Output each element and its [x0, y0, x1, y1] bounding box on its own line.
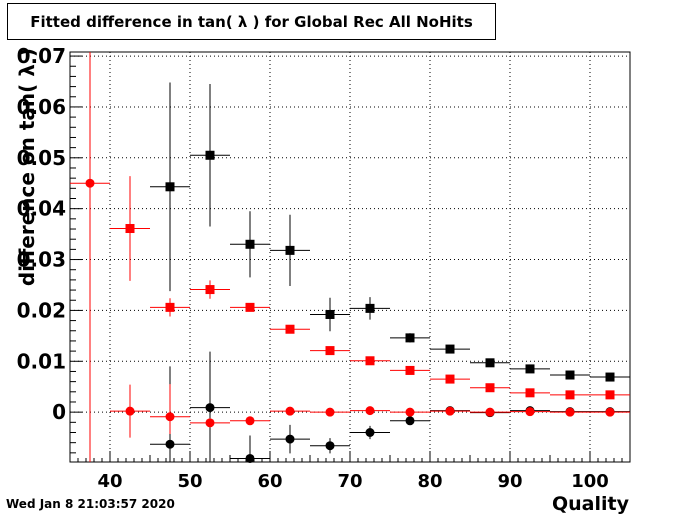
data-point	[325, 441, 335, 451]
data-point	[285, 434, 295, 444]
x-tick-label: 80	[417, 471, 442, 492]
data-point	[165, 182, 175, 192]
data-point	[605, 390, 615, 400]
x-tick-label: 100	[571, 471, 609, 492]
data-point	[125, 224, 135, 234]
data-point	[445, 374, 455, 384]
datestamp: Wed Jan 8 21:03:57 2020	[6, 497, 175, 511]
data-point	[205, 403, 215, 413]
data-point	[285, 245, 295, 255]
data-point	[445, 406, 455, 416]
x-tick-label: 60	[257, 471, 282, 492]
data-point	[485, 383, 495, 393]
x-tick-label: 40	[97, 471, 122, 492]
data-point	[485, 407, 495, 417]
axes: 40 50 60 70 80 90 100 0 0.01 0.02 0.03 0.04 0.05 0.06…	[17, 44, 631, 492]
series-3	[150, 351, 630, 463]
data-point	[405, 416, 415, 426]
data-point	[245, 302, 255, 312]
data-point	[405, 365, 415, 375]
data-point	[565, 370, 575, 380]
data-point	[365, 303, 375, 313]
data-point	[325, 309, 335, 319]
series-1	[150, 82, 630, 382]
data-point	[365, 406, 375, 416]
x-tick-label: 70	[337, 471, 362, 492]
y-tick-label: 0	[52, 400, 66, 424]
x-tick-label: 50	[177, 471, 202, 492]
y-tick-label: 0.05	[17, 146, 66, 170]
chart-title: Fitted difference in tan( λ ) for Global…	[30, 13, 473, 31]
data-point	[165, 439, 175, 449]
data-point	[245, 453, 255, 463]
y-tick-label: 0.03	[17, 248, 66, 272]
data-point	[85, 178, 95, 188]
data-point	[485, 358, 495, 368]
y-tick-label: 0.01	[17, 349, 66, 373]
data-point	[445, 344, 455, 354]
data-point	[285, 324, 295, 334]
data-point	[245, 416, 255, 426]
y-tick-label: 0.07	[17, 44, 66, 68]
data-point	[165, 412, 175, 422]
data-point	[325, 346, 335, 356]
data-point	[325, 407, 335, 417]
data-point	[365, 356, 375, 366]
data-point	[205, 150, 215, 160]
data-point	[245, 239, 255, 249]
data-point	[285, 406, 295, 416]
data-point	[525, 364, 535, 374]
y-tick-label: 0.02	[17, 298, 66, 322]
data-point	[565, 390, 575, 400]
data-point	[605, 372, 615, 382]
data-point	[165, 302, 175, 312]
data-point	[605, 407, 615, 417]
x-axis-label: Quality	[552, 493, 630, 514]
data-point	[205, 418, 215, 428]
data-point	[405, 407, 415, 417]
data-point	[125, 406, 135, 416]
data-points	[70, 52, 630, 463]
data-point	[365, 427, 375, 437]
data-point	[405, 333, 415, 343]
y-tick-label: 0.04	[17, 197, 66, 221]
y-axis-label: difference on tan( λ )	[15, 48, 39, 286]
y-tick-label: 0.06	[17, 95, 66, 119]
series-2	[110, 176, 630, 400]
data-point	[525, 388, 535, 398]
data-point	[205, 285, 215, 295]
grid	[70, 52, 630, 462]
data-point	[525, 407, 535, 417]
series-4	[70, 52, 630, 462]
title-box: Fitted difference in tan( λ ) for Global…	[7, 3, 496, 40]
data-point	[565, 407, 575, 417]
x-tick-label: 90	[497, 471, 522, 492]
